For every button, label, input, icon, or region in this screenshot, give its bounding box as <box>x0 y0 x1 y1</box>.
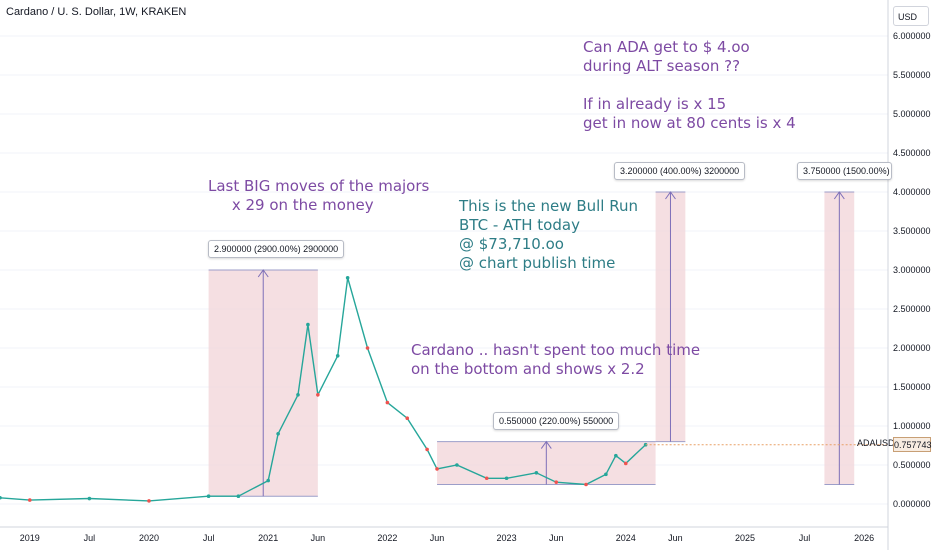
price-point <box>236 494 241 499</box>
y-tick-label: 2.500000 <box>893 304 931 314</box>
price-point <box>306 322 310 327</box>
x-tick-label: 2020 <box>139 533 159 543</box>
price-point <box>604 472 608 477</box>
x-tick-label: 2021 <box>258 533 278 543</box>
price-point <box>345 276 350 280</box>
price-point <box>435 467 439 471</box>
price-point <box>455 463 459 467</box>
y-tick-label: 2.000000 <box>893 343 931 353</box>
y-tick-label: 5.000000 <box>893 109 931 119</box>
price-point <box>385 400 390 405</box>
x-tick-label: 2023 <box>497 533 517 543</box>
price-point <box>296 393 300 397</box>
price-point <box>335 354 340 358</box>
y-tick-label: 1.500000 <box>893 382 931 392</box>
y-tick-label: 3.500000 <box>893 226 931 236</box>
price-point <box>504 476 509 481</box>
y-tick-label: 4.000000 <box>893 187 931 197</box>
measurement-label-220: 0.550000 (220.00%) 550000 <box>493 412 620 430</box>
price-line <box>0 277 647 502</box>
price-point <box>0 495 2 500</box>
x-tick-label: 2022 <box>377 533 397 543</box>
x-tick-label: 2026 <box>854 533 874 543</box>
x-tick-label: Jun <box>311 533 326 543</box>
chart-grid <box>0 35 888 505</box>
x-tick-label: Jul <box>799 533 811 543</box>
measurement-arrowhead <box>540 440 552 449</box>
price-point <box>623 461 628 466</box>
y-tick-label: 0.500000 <box>893 460 931 470</box>
x-tick-label: Jul <box>203 533 215 543</box>
annotation-ada-question: Can ADA get to $ 4.oo during ALT season … <box>583 38 750 75</box>
price-point <box>365 346 370 350</box>
y-tick-label: 3.000000 <box>893 265 931 275</box>
price-point <box>484 476 489 481</box>
price-point <box>316 393 320 397</box>
y-tick-label: 5.500000 <box>893 70 931 80</box>
y-tick-label: 1.000000 <box>893 421 931 431</box>
price-point <box>27 498 32 502</box>
price-point <box>206 494 211 499</box>
y-axis-ticks: 6.000000 5.500000 5.000000 4.500000 4.000000… <box>893 31 931 509</box>
annotation-cardano: Cardano .. hasn't spent too much time on… <box>411 341 701 378</box>
x-tick-label: Jun <box>668 533 683 543</box>
last-price-badge: 0.757743 <box>893 437 932 452</box>
y-tick-label: 0.000000 <box>893 499 931 509</box>
price-point <box>266 478 270 483</box>
price-point <box>147 499 151 503</box>
y-tick-label: 6.000000 <box>893 31 931 41</box>
annotation-majors: Last BIG moves of the majors x 29 on the… <box>208 177 430 214</box>
x-tick-label: 2019 <box>20 533 40 543</box>
price-point <box>276 432 280 436</box>
chart-title: Cardano / U. S. Dollar, 1W, KRAKEN <box>6 6 187 18</box>
price-point <box>554 480 559 484</box>
x-axis-ticks: 2019 Jul 2020 Jul 2021 Jun 2022 Jun 2023 Jun 2024 J… <box>20 533 874 543</box>
price-point <box>405 416 410 421</box>
y-tick-label: 4.500000 <box>893 148 931 158</box>
price-point <box>584 482 588 487</box>
x-tick-label: Jun <box>549 533 564 543</box>
x-tick-label: Jul <box>84 533 96 543</box>
currency-selector[interactable]: USD <box>893 6 929 26</box>
price-point <box>87 496 92 501</box>
price-series <box>0 276 888 503</box>
x-tick-label: 2025 <box>735 533 755 543</box>
x-tick-label: 2024 <box>616 533 636 543</box>
symbol-label: ADAUSD <box>857 438 895 448</box>
measurement-label-2900: 2.900000 (2900.00%) 2900000 <box>208 240 345 258</box>
x-tick-label: Jun <box>430 533 445 543</box>
price-point <box>614 453 618 458</box>
measurement-label-1500: 3.750000 (1500.00%) 3750000 <box>797 162 892 180</box>
measurement-boxes <box>208 191 855 497</box>
measurement-arrowhead <box>665 191 676 200</box>
annotation-returns: If in already is x 15 get in now at 80 c… <box>583 95 796 132</box>
annotation-bull-run: This is the new Bull Run BTC - ATH today… <box>459 197 638 272</box>
measurement-label-400: 3.200000 (400.00%) 3200000 <box>614 162 746 180</box>
price-point <box>425 447 429 452</box>
measurement-arrowhead <box>257 269 269 278</box>
measurement-arrowhead <box>833 191 845 200</box>
price-point <box>534 471 539 475</box>
